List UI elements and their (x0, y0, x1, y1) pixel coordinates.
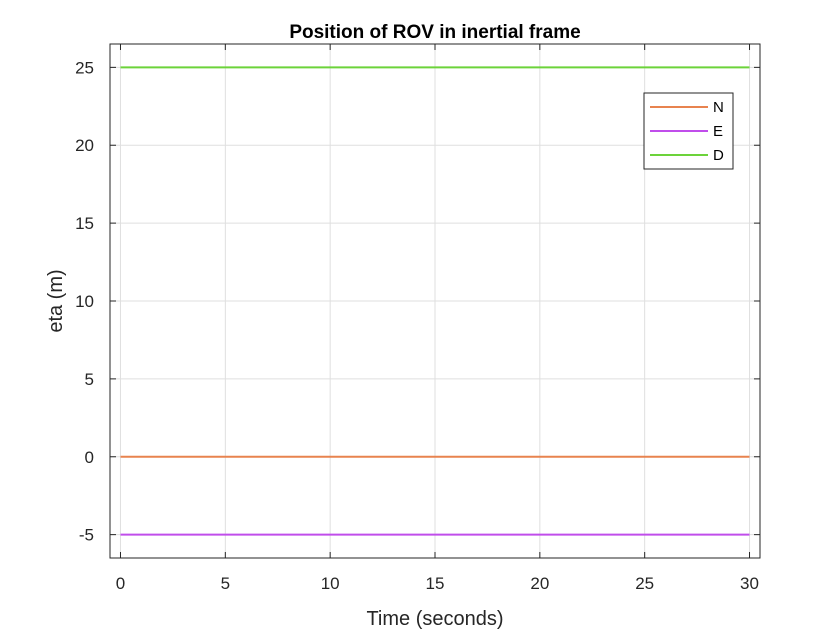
x-tick-label: 15 (426, 574, 445, 593)
y-tick-label: -5 (79, 526, 94, 545)
x-tick-label: 5 (221, 574, 230, 593)
y-tick-label: 15 (75, 214, 94, 233)
legend-label-E: E (713, 123, 723, 140)
y-tick-label: 20 (75, 136, 94, 155)
y-tick-label: 5 (85, 370, 94, 389)
series-group (120, 66, 750, 536)
x-tick-label: 10 (321, 574, 340, 593)
x-tick-label: 30 (740, 574, 759, 593)
y-tick-label: 0 (85, 448, 94, 467)
chart-title: Position of ROV in inertial frame (289, 22, 580, 43)
ticks-group: 0 5 10 15 20 25 30 -5 0 5 10 15 20 25 (75, 44, 760, 593)
y-axis-label: eta (m) (45, 269, 67, 332)
x-tick-label: 20 (530, 574, 549, 593)
x-tick-label: 25 (635, 574, 654, 593)
y-tick-label: 25 (75, 58, 94, 77)
legend: NED (643, 92, 734, 170)
legend-label-N: N (713, 99, 724, 116)
x-tick-label: 0 (116, 574, 125, 593)
legend-label-D: D (713, 147, 724, 164)
x-axis-label: Time (seconds) (366, 608, 503, 630)
y-tick-label: 10 (75, 292, 94, 311)
